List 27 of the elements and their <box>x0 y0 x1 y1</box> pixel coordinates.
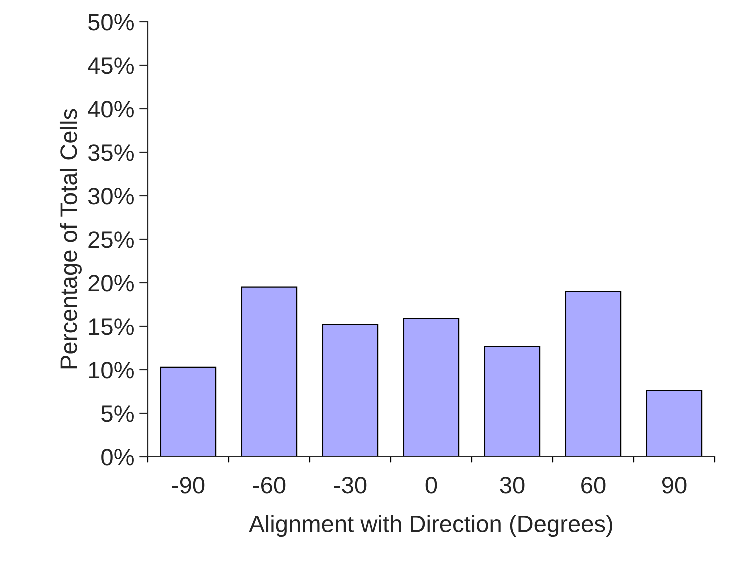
bar <box>565 291 622 457</box>
y-tick-label: 50% <box>88 14 134 31</box>
x-tick-label: -30 <box>334 477 367 494</box>
y-tick-label: 15% <box>89 318 134 336</box>
x-tick-label: -60 <box>253 477 286 494</box>
y-tick-label: 20% <box>88 275 134 292</box>
x-tick-label: 0 <box>426 477 438 494</box>
x-tick-label: 60 <box>582 477 606 494</box>
y-tick-label: 10% <box>89 362 134 379</box>
bar <box>241 286 298 457</box>
y-tick-label: 0% <box>102 449 134 466</box>
bar <box>484 346 541 457</box>
bar <box>322 324 379 457</box>
y-tick-label: 45% <box>88 58 134 74</box>
bar <box>403 318 460 457</box>
y-tick-label: 5% <box>102 406 134 422</box>
x-tick-label: -90 <box>172 477 205 494</box>
x-tick-label: 30 <box>500 477 525 494</box>
y-tick-label: 30% <box>88 188 134 205</box>
y-axis-title: Percentage of Total Cells <box>60 109 82 369</box>
y-tick-label: 40% <box>88 101 134 118</box>
x-tick-label: 90 <box>662 477 687 494</box>
bar <box>646 390 703 457</box>
bar <box>160 366 217 457</box>
y-tick-label: 35% <box>88 144 134 162</box>
y-tick-label: 25% <box>88 232 134 248</box>
x-axis-title: Alignment with Direction (Degrees) <box>249 515 612 538</box>
